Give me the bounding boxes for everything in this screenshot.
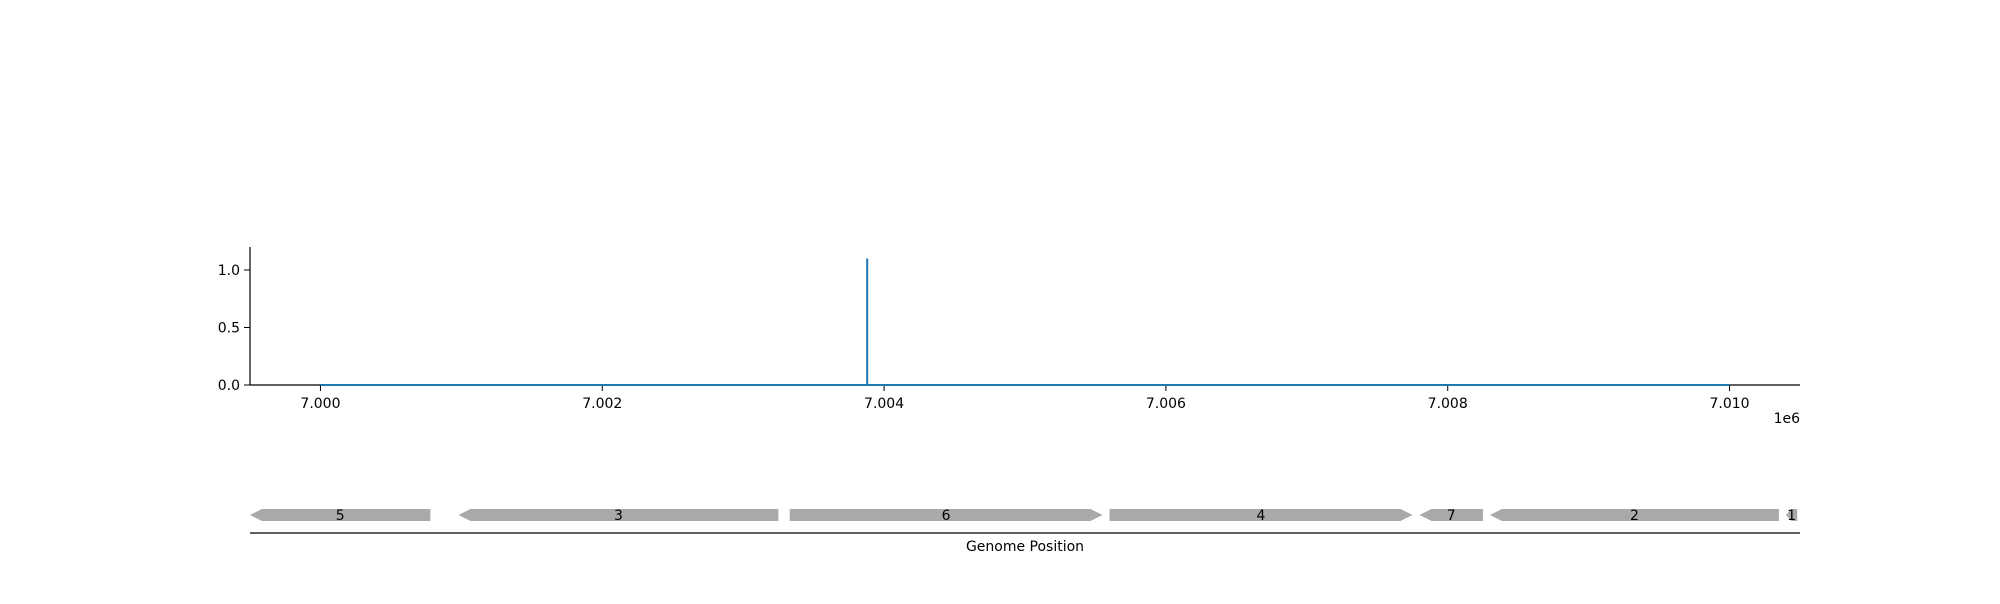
gene-arrow [1109, 509, 1413, 521]
gene-track: 5 3 6 4 7 2 1 [250, 508, 1800, 534]
gene-label: 3 [614, 508, 623, 524]
x-offset-label: 1e6 [1774, 411, 1801, 427]
x-tick-label: 7.002 [582, 396, 622, 412]
x-axis-label: Genome Position [966, 539, 1084, 555]
x-tick-label: 7.010 [1709, 396, 1749, 412]
signal-plot: 0.0 0.5 1.0 7.000 7.002 7.004 7.006 7.008 7.010 [218, 247, 1800, 412]
gene-arrow [458, 509, 779, 521]
gene-label: 1 [1787, 508, 1796, 524]
y-tick-label: 0.5 [218, 321, 240, 337]
gene-arrow [1419, 509, 1483, 521]
gene-label: 6 [942, 508, 951, 524]
y-tick-label: 1.0 [218, 263, 240, 279]
y-tick-label: 0.0 [218, 378, 240, 394]
x-tick-label: 7.006 [1146, 396, 1186, 412]
gene-arrow [789, 509, 1103, 521]
gene-label: 4 [1257, 508, 1266, 524]
gene-label: 7 [1447, 508, 1456, 524]
gene-arrow [1785, 509, 1798, 521]
gene-label: 2 [1630, 508, 1639, 524]
x-tick-label: 7.008 [1428, 396, 1468, 412]
x-tick-label: 7.004 [864, 396, 904, 412]
gene-arrow [250, 509, 431, 521]
gene-arrow [1490, 509, 1779, 521]
signal-line [320, 258, 1730, 386]
x-tick-label: 7.000 [300, 396, 340, 412]
gene-label: 5 [336, 508, 345, 524]
